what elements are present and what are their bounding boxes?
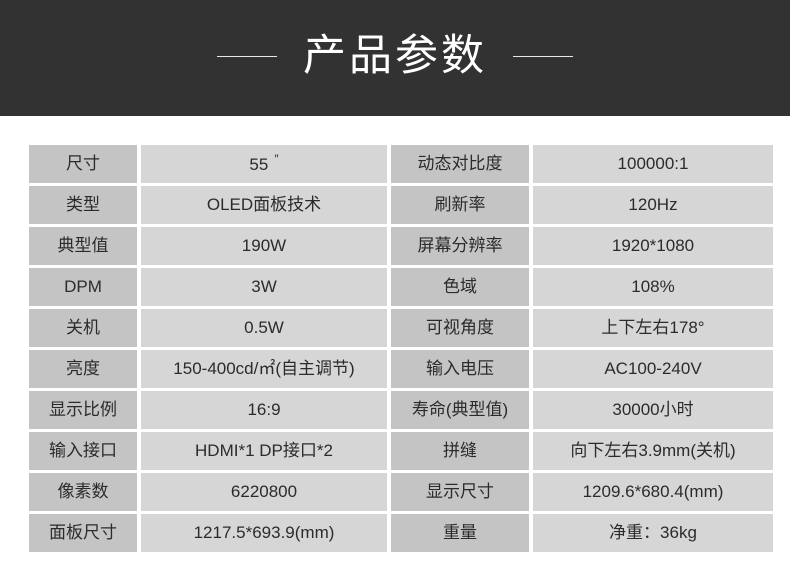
spec-label: 重量: [391, 514, 529, 552]
page-title: 产品参数: [303, 31, 487, 80]
spec-label: 可视角度: [391, 309, 529, 347]
spec-label: DPM: [29, 268, 137, 306]
spec-label: 动态对比度: [391, 145, 529, 183]
spec-value: OLED面板技术: [141, 186, 387, 224]
spec-value: 1209.6*680.4(mm): [533, 473, 773, 511]
spec-label: 刷新率: [391, 186, 529, 224]
table-row: 面板尺寸 1217.5*693.9(mm) 重量 净重：36kg: [29, 514, 773, 552]
spec-value: 0.5W: [141, 309, 387, 347]
spec-value: 向下左右3.9mm(关机): [533, 432, 773, 470]
spec-label: 显示尺寸: [391, 473, 529, 511]
spec-label: 典型值: [29, 227, 137, 265]
decorative-rule-right-icon: [513, 55, 573, 57]
spec-label: 输入电压: [391, 350, 529, 388]
spec-value: 150-400cd/㎡(自主调节): [141, 350, 387, 388]
spec-value: 3W: [141, 268, 387, 306]
specifications-table: 尺寸 55 ″ 动态对比度 100000:1 类型 OLED面板技术 刷新率 12…: [25, 142, 777, 555]
table-row: 像素数 6220800 显示尺寸 1209.6*680.4(mm): [29, 473, 773, 511]
spec-value: 净重：36kg: [533, 514, 773, 552]
spec-label: 色域: [391, 268, 529, 306]
spec-value: HDMI*1 DP接口*2: [141, 432, 387, 470]
table-row: 尺寸 55 ″ 动态对比度 100000:1: [29, 145, 773, 183]
spec-value: 16:9: [141, 391, 387, 429]
table-row: 显示比例 16:9 寿命(典型值) 30000小时: [29, 391, 773, 429]
spec-label: 面板尺寸: [29, 514, 137, 552]
spec-label: 尺寸: [29, 145, 137, 183]
spec-label: 输入接口: [29, 432, 137, 470]
spec-value: 上下左右178°: [533, 309, 773, 347]
spec-label: 关机: [29, 309, 137, 347]
spec-value-text: 55: [249, 155, 269, 175]
spec-value: 30000小时: [533, 391, 773, 429]
inch-mark-icon: ″: [274, 152, 279, 167]
specifications-table-body: 尺寸 55 ″ 动态对比度 100000:1 类型 OLED面板技术 刷新率 12…: [29, 145, 773, 552]
table-row: 典型值 190W 屏幕分辨率 1920*1080: [29, 227, 773, 265]
table-row: 亮度 150-400cd/㎡(自主调节) 输入电压 AC100-240V: [29, 350, 773, 388]
spec-value: 1217.5*693.9(mm): [141, 514, 387, 552]
spec-label: 亮度: [29, 350, 137, 388]
decorative-rule-left-icon: [217, 55, 277, 57]
spec-label: 像素数: [29, 473, 137, 511]
page-header-banner: 产品参数: [0, 0, 790, 116]
spec-label: 屏幕分辨率: [391, 227, 529, 265]
table-row: DPM 3W 色域 108%: [29, 268, 773, 306]
table-row: 关机 0.5W 可视角度 上下左右178°: [29, 309, 773, 347]
spec-value: 100000:1: [533, 145, 773, 183]
spec-value: 120Hz: [533, 186, 773, 224]
spec-label: 拼缝: [391, 432, 529, 470]
banner-content: 产品参数: [217, 31, 573, 80]
spec-value: 190W: [141, 227, 387, 265]
table-row: 类型 OLED面板技术 刷新率 120Hz: [29, 186, 773, 224]
table-row: 输入接口 HDMI*1 DP接口*2 拼缝 向下左右3.9mm(关机): [29, 432, 773, 470]
spec-value: 6220800: [141, 473, 387, 511]
spec-label: 显示比例: [29, 391, 137, 429]
spec-label: 类型: [29, 186, 137, 224]
spec-label: 寿命(典型值): [391, 391, 529, 429]
spec-value: AC100-240V: [533, 350, 773, 388]
spec-value: 1920*1080: [533, 227, 773, 265]
spec-value: 108%: [533, 268, 773, 306]
spec-value: 55 ″: [141, 145, 387, 183]
specifications-section: 尺寸 55 ″ 动态对比度 100000:1 类型 OLED面板技术 刷新率 12…: [0, 116, 790, 558]
